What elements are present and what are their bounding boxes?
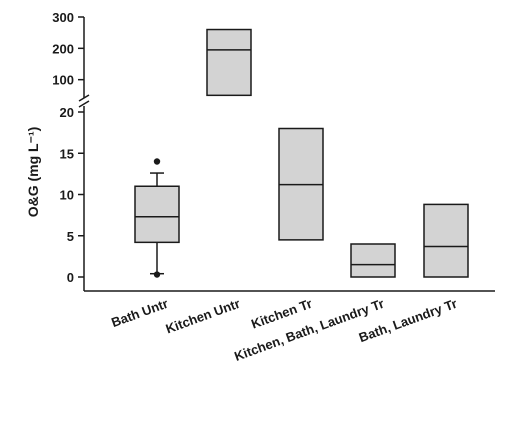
box-1	[134, 158, 180, 278]
boxes	[134, 28, 469, 278]
box-3	[278, 127, 324, 241]
y-tick-label: 300	[52, 10, 74, 25]
y-tick-label: 200	[52, 41, 74, 56]
y-tick-label: 100	[52, 73, 74, 88]
outlier-point	[153, 271, 161, 278]
box-2	[206, 28, 252, 97]
box-iqr	[206, 28, 252, 97]
x-category-label: Bath Untr	[109, 296, 170, 330]
axes: 0 5 10 15 20 100 200 300	[52, 10, 495, 292]
axis-break-mark	[78, 94, 90, 102]
y-tick-label: 5	[67, 229, 74, 244]
box-iqr	[350, 243, 396, 278]
y-tick-label: 20	[60, 105, 74, 120]
y-axis-label: O&G (mg L⁻¹)	[25, 127, 41, 218]
axis-break-mark	[78, 100, 90, 108]
x-category-label: Kitchen Untr	[164, 296, 242, 337]
box-5	[423, 203, 469, 278]
outlier-point	[153, 158, 161, 165]
box-4	[350, 243, 396, 278]
box-iqr	[134, 185, 180, 244]
y-tick-label: 10	[60, 188, 74, 203]
y-tick-label: 0	[67, 270, 74, 285]
y-tick-label: 15	[60, 146, 74, 161]
box-iqr	[423, 203, 469, 278]
